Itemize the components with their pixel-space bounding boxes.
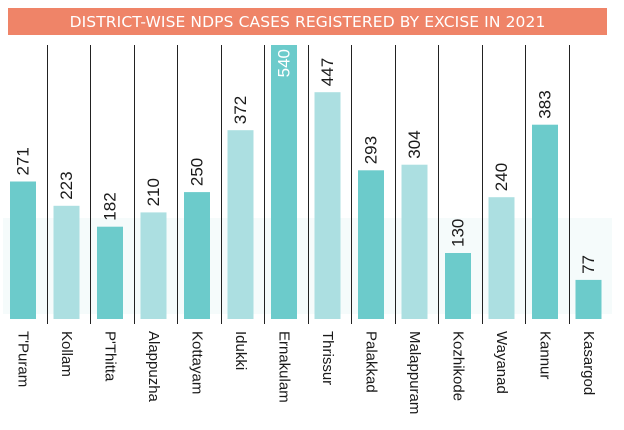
category-label: T'Puram xyxy=(15,331,32,387)
bar-value-label: 77 xyxy=(579,255,598,274)
bar-pthitta xyxy=(97,226,123,319)
bar-kannur xyxy=(532,124,558,319)
category-label: Kannur xyxy=(537,331,554,379)
bar-value-label: 210 xyxy=(144,178,163,206)
category-label: Malappuram xyxy=(406,331,423,414)
category-label: Kasargod xyxy=(580,331,597,395)
chart-title-banner: DISTRICT-WISE NDPS CASES REGISTERED BY E… xyxy=(8,8,607,35)
chart-title: DISTRICT-WISE NDPS CASES REGISTERED BY E… xyxy=(69,12,546,31)
bar-value-label: 383 xyxy=(536,90,555,118)
category-label: P'Thitta xyxy=(102,331,119,382)
bar-tpuram xyxy=(10,181,36,319)
bar-alappuzha xyxy=(140,212,167,319)
bar-thrissur xyxy=(314,92,341,319)
bar-value-label: 271 xyxy=(14,147,33,175)
category-label: Ernakulam xyxy=(276,331,293,403)
bar-kasargod xyxy=(575,279,602,319)
category-label: Palakkad xyxy=(363,331,380,393)
bar-value-label: 130 xyxy=(449,219,468,247)
bar-value-label: 540 xyxy=(275,49,294,77)
bar-value-label: 293 xyxy=(362,136,381,164)
bar-kozhikode xyxy=(445,253,471,319)
bar-value-label: 182 xyxy=(101,192,120,220)
bar-value-label: 304 xyxy=(405,130,424,158)
bar-kottayam xyxy=(184,192,210,319)
bar-malappuram xyxy=(401,164,428,319)
category-label: Thrissur xyxy=(319,331,336,385)
category-label: Wayanad xyxy=(493,331,510,394)
bar-value-label: 372 xyxy=(231,96,250,124)
bar-idukki xyxy=(227,130,254,319)
category-label: Kollam xyxy=(58,331,75,377)
background-band xyxy=(3,218,612,314)
category-label: Kottayam xyxy=(189,331,206,394)
bar-value-label: 223 xyxy=(57,171,76,199)
category-label: Kozhikode xyxy=(450,331,467,401)
bar-kollam xyxy=(53,205,80,319)
bar-ernakulam xyxy=(271,45,297,319)
category-label: Alappuzha xyxy=(145,331,162,403)
bar-value-label: 447 xyxy=(318,58,337,86)
bar-palakkad xyxy=(358,170,384,319)
bar-value-label: 240 xyxy=(492,163,511,191)
bar-wayanad xyxy=(488,197,515,319)
bar-value-label: 250 xyxy=(188,158,207,186)
category-label: Idukki xyxy=(232,331,249,370)
